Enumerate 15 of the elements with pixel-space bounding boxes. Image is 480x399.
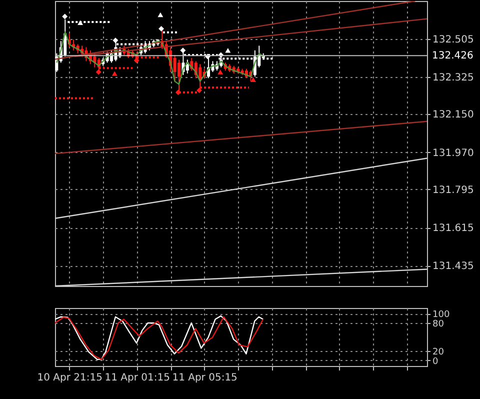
y-tick-label: 131.795 <box>432 184 474 196</box>
x-tick-label: 11 Apr 05:15 <box>172 372 238 384</box>
y-tick-label: 0 <box>432 356 438 367</box>
y-tick-label: 80 <box>432 319 444 330</box>
y-tick-label: 20 <box>432 348 444 358</box>
y-tick-label: 132.325 <box>432 72 474 84</box>
x-tick-label: 11 Apr 01:15 <box>104 372 170 384</box>
y-tick-label: 131.970 <box>432 148 474 159</box>
ref-line-label: 132.426 <box>432 50 474 62</box>
y-tick-label: 131.615 <box>432 223 474 234</box>
x-tick-label: 10 Apr 21:15 <box>37 372 102 384</box>
y-tick-label: 100 <box>432 310 450 320</box>
y-tick-label: 132.505 <box>432 34 474 46</box>
y-tick-label: 131.435 <box>432 261 474 272</box>
y-tick-label: 132.150 <box>432 110 474 121</box>
